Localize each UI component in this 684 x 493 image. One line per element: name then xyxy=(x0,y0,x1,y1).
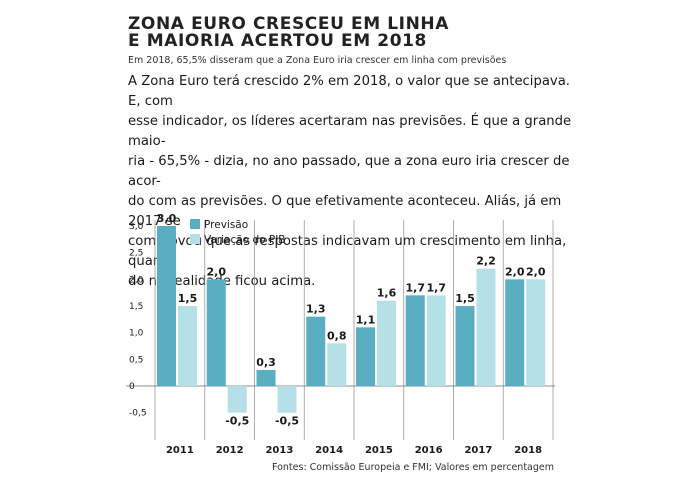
headline-line-2: E MAIORIA ACERTOU EM 2018 xyxy=(128,31,427,51)
y-tick-label: 2,5 xyxy=(129,249,143,259)
data-label: 2,0 xyxy=(505,265,525,278)
data-label: 1,1 xyxy=(356,313,376,326)
body-line: esse indicador, os líderes acertaram nas… xyxy=(128,114,572,149)
bar-previsao xyxy=(505,279,525,386)
headline-line-1: ZONA EURO CRESCEU EM LINHA xyxy=(128,14,450,34)
bar-pib xyxy=(377,300,396,386)
y-tick-label: 0 xyxy=(129,382,135,392)
x-tick-label: 2012 xyxy=(216,445,244,456)
y-tick-label: 3,0 xyxy=(129,222,144,232)
bar-previsao xyxy=(157,226,176,386)
source-note: Fontes: Comissão Europeia e FMI; Valores… xyxy=(271,462,554,473)
body-text: A Zona Euro terá crescido 2% em 2018, o … xyxy=(128,72,578,292)
y-tick-label: 1,5 xyxy=(129,302,143,312)
bar-pib xyxy=(526,279,546,386)
x-tick-label: 2015 xyxy=(365,445,393,456)
data-label: -0,5 xyxy=(225,415,249,428)
bar-pib xyxy=(227,386,247,413)
data-label: -0,5 xyxy=(275,415,299,428)
data-label: 1,7 xyxy=(406,281,426,294)
data-label: 1,5 xyxy=(455,292,475,305)
y-tick-label: 1,0 xyxy=(129,329,144,339)
bar-pib xyxy=(277,386,297,413)
legend-label: Variação do PIB xyxy=(204,234,286,246)
bar-previsao xyxy=(356,327,375,386)
data-label: 0,3 xyxy=(256,356,276,369)
bar-previsao xyxy=(455,306,475,386)
y-tick-label: 2,0 xyxy=(129,275,144,285)
data-label: 3,0 xyxy=(157,212,177,225)
y-tick-label: 0,5 xyxy=(129,355,143,365)
bar-previsao xyxy=(256,370,276,386)
legend-swatch xyxy=(190,234,200,244)
data-label: 0,8 xyxy=(327,329,347,342)
x-tick-label: 2013 xyxy=(265,445,293,456)
body-line: comprovou que as respostas indicavam um … xyxy=(128,234,567,269)
body-line: do com as previsões. O que efetivamente … xyxy=(128,194,562,229)
legend-label: Previsão xyxy=(204,219,248,231)
bar-pib xyxy=(178,306,197,386)
x-tick-label: 2014 xyxy=(315,445,343,456)
legend-swatch xyxy=(190,219,200,229)
bar-pib xyxy=(476,268,496,386)
x-tick-label: 2016 xyxy=(415,445,443,456)
data-label: 2,0 xyxy=(526,265,546,278)
bar-previsao xyxy=(306,316,326,386)
bar-pib xyxy=(327,343,347,386)
bar-previsao xyxy=(206,279,226,386)
body-line: ria - 65,5% - dizia, no ano passado, que… xyxy=(128,154,570,189)
data-label: 1,6 xyxy=(377,287,397,300)
bar-pib xyxy=(426,295,446,386)
bar-previsao xyxy=(405,295,425,386)
x-tick-label: 2018 xyxy=(514,445,542,456)
x-tick-label: 2011 xyxy=(166,445,194,456)
subtitle: Em 2018, 65,5% disseram que a Zona Euro … xyxy=(128,55,507,66)
data-label: 1,7 xyxy=(427,281,447,294)
data-label: 2,2 xyxy=(476,255,496,268)
data-label: 1,3 xyxy=(306,303,326,316)
y-tick-label: -0,5 xyxy=(129,409,147,419)
x-tick-label: 2017 xyxy=(464,445,492,456)
data-label: 1,5 xyxy=(178,292,198,305)
headline: ZONA EURO CRESCEU EM LINHA E MAIORIA ACE… xyxy=(128,16,598,50)
data-label: 2,0 xyxy=(207,265,227,278)
body-line: A Zona Euro terá crescido 2% em 2018, o … xyxy=(128,74,570,109)
